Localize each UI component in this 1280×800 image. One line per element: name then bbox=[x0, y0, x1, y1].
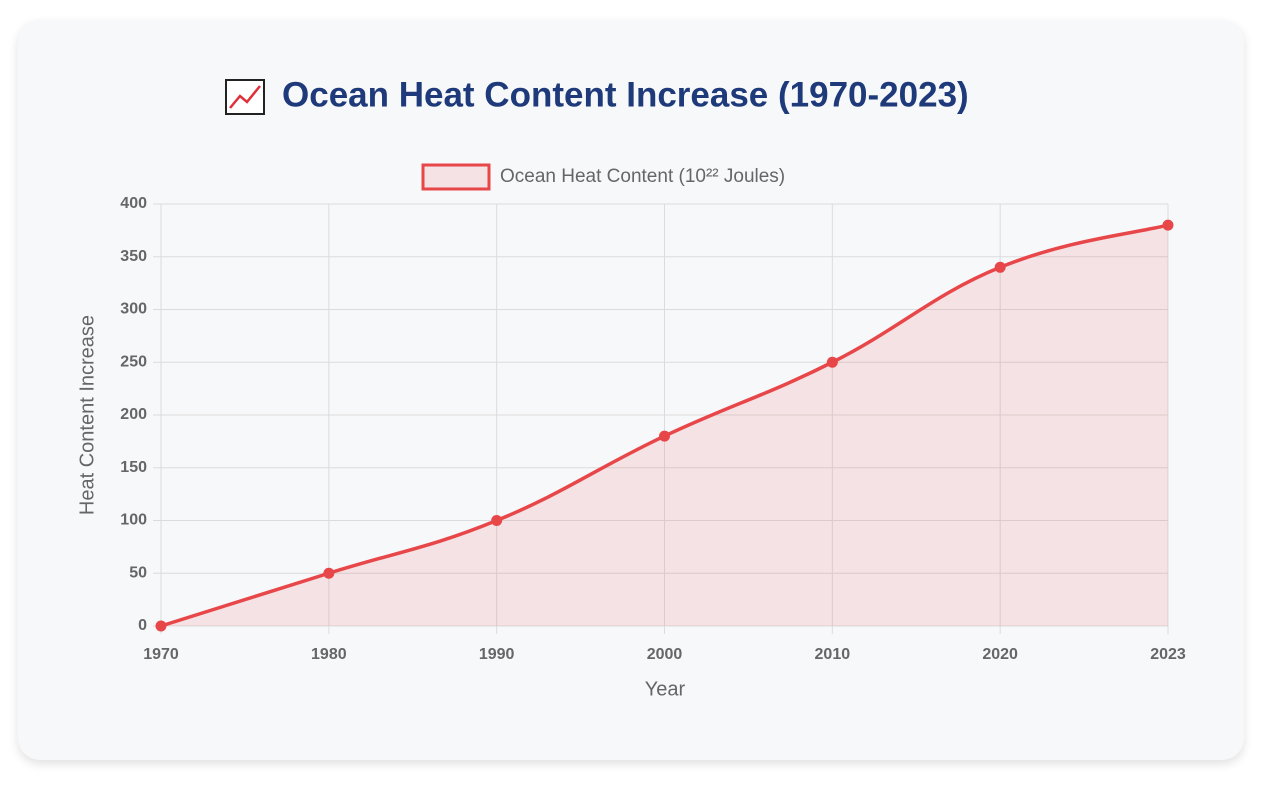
x-tick-label: 2010 bbox=[815, 646, 851, 663]
legend-label: Ocean Heat Content (10²² Joules) bbox=[500, 166, 785, 187]
x-tick-label: 2023 bbox=[1150, 646, 1186, 663]
point bbox=[659, 430, 670, 442]
x-tick-label: 1980 bbox=[311, 646, 347, 663]
x-axis-label: Year bbox=[645, 678, 686, 700]
chart-title: Ocean Heat Content Increase (1970-2023) bbox=[282, 75, 969, 114]
point bbox=[155, 620, 167, 632]
point bbox=[1162, 219, 1174, 231]
legend-swatch bbox=[421, 163, 491, 191]
x-tick-label: 1990 bbox=[479, 646, 515, 663]
point bbox=[994, 261, 1006, 273]
y-tick-label: 50 bbox=[129, 564, 147, 581]
y-tick-label: 0 bbox=[138, 617, 147, 634]
y-tick-label: 350 bbox=[120, 248, 147, 265]
y-tick-label: 250 bbox=[120, 353, 147, 370]
area bbox=[161, 225, 1168, 626]
x-tick-label: 1970 bbox=[143, 646, 179, 663]
title-icon bbox=[225, 79, 265, 115]
x-tick-label: 2020 bbox=[982, 646, 1018, 663]
y-axis-label: Heat Content Increase bbox=[76, 315, 98, 515]
y-tick-label: 150 bbox=[120, 459, 147, 476]
y-tick-label: 100 bbox=[120, 512, 147, 529]
y-tick-label: 300 bbox=[120, 301, 147, 318]
x-tick-label: 2000 bbox=[647, 646, 683, 663]
point bbox=[491, 515, 503, 526]
point bbox=[826, 356, 838, 368]
card bbox=[18, 20, 1244, 760]
y-tick-label: 400 bbox=[120, 195, 147, 212]
y-tick-label: 200 bbox=[120, 406, 147, 423]
point bbox=[323, 567, 335, 579]
